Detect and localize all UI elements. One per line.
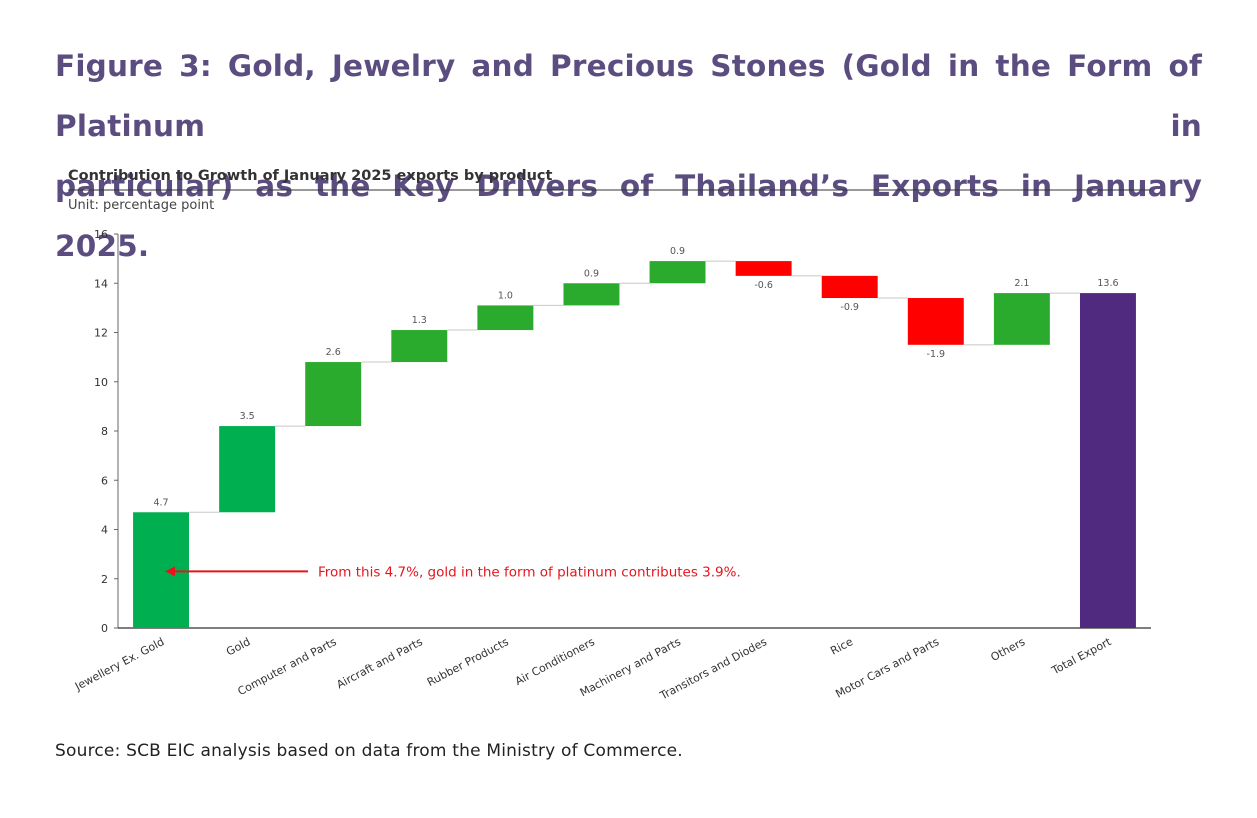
- bar: [735, 261, 792, 276]
- y-tick-label: 6: [101, 474, 108, 487]
- x-tick-label: Air Conditioners: [513, 635, 597, 688]
- bar: [477, 305, 534, 331]
- bar: [133, 512, 190, 628]
- x-tick-label: Rubber Products: [425, 635, 511, 689]
- x-tick-label: Gold: [224, 635, 252, 658]
- annotation-arrowhead: [165, 566, 176, 577]
- data-label: 13.6: [1097, 278, 1118, 289]
- figure-title-line-1: Figure 3: Gold, Jewelry and Precious Sto…: [55, 49, 1202, 143]
- figure-title: Figure 3: Gold, Jewelry and Precious Sto…: [55, 36, 1202, 276]
- y-tick-label: 10: [94, 376, 108, 389]
- y-tick-label: 0: [101, 622, 108, 635]
- data-label: -1.9: [927, 349, 946, 360]
- bar: [821, 275, 878, 299]
- bar: [649, 261, 706, 284]
- bar: [907, 298, 964, 345]
- figure-title-line-2: particular) as the Key Drivers of Thaila…: [55, 169, 1202, 263]
- data-label: 0.9: [584, 268, 599, 279]
- y-tick-label: 12: [94, 327, 108, 340]
- data-label: 2.1: [1014, 278, 1029, 289]
- y-tick-label: 2: [101, 573, 108, 586]
- source-note: Source: SCB EIC analysis based on data f…: [55, 741, 683, 761]
- data-label: 0.9: [670, 246, 685, 257]
- data-label: 4.7: [153, 497, 168, 508]
- x-tick-label: Jewellery Ex. Gold: [72, 635, 166, 693]
- unit-label: Unit: percentage point: [68, 198, 214, 213]
- x-tick-label: Total Export: [1049, 635, 1114, 678]
- chart-title: Contribution to Growth of January 2025 e…: [68, 168, 553, 184]
- data-label: 2.6: [326, 347, 341, 358]
- data-label: 1.0: [498, 290, 513, 301]
- y-tick-label: 4: [101, 524, 108, 537]
- data-label: 3.5: [240, 411, 255, 422]
- bar: [993, 293, 1050, 345]
- y-tick-label: 8: [101, 425, 108, 438]
- bar: [1079, 293, 1136, 628]
- x-tick-label: Others: [989, 635, 1028, 664]
- data-label: -0.9: [840, 302, 859, 313]
- bar: [219, 426, 276, 513]
- x-tick-label: Aircraft and Parts: [334, 635, 424, 691]
- y-tick-label: 16: [94, 228, 108, 241]
- bar: [563, 283, 620, 306]
- data-label: 1.3: [412, 315, 427, 326]
- annotation-text: From this 4.7%, gold in the form of plat…: [318, 564, 741, 580]
- data-label: -0.6: [754, 280, 773, 291]
- x-tick-label: Rice: [828, 635, 855, 658]
- bar: [305, 362, 362, 427]
- bar: [391, 330, 448, 363]
- y-tick-label: 14: [94, 277, 108, 290]
- plot-area: 0 2 4 6 8 10 12 14 16 4.7 Jewellery Ex. Gold 3.5 Gol…: [72, 228, 1151, 703]
